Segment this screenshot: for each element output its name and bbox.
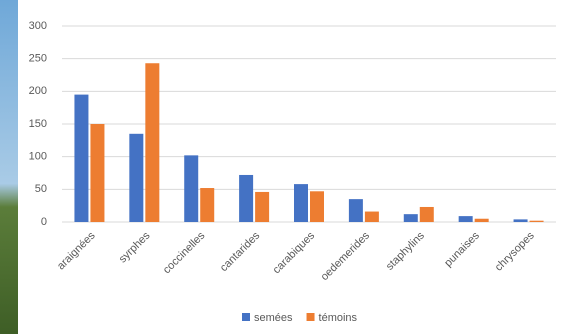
- bar: [348, 199, 363, 222]
- bar: [364, 211, 379, 222]
- y-tick-label: 0: [41, 216, 47, 228]
- chart-panel: [18, 0, 567, 334]
- bar: [474, 218, 489, 222]
- y-tick-label: 100: [29, 151, 47, 163]
- bar: [145, 63, 160, 222]
- y-tick-label: 50: [35, 183, 47, 195]
- y-tick-label: 200: [29, 85, 47, 97]
- legend-label: témoins: [319, 312, 358, 324]
- bar: [403, 214, 418, 222]
- bar: [294, 184, 308, 222]
- bar: [184, 155, 199, 222]
- legend-label: semées: [254, 312, 293, 324]
- y-tick-label: 150: [29, 118, 47, 130]
- bar: [513, 219, 528, 222]
- bar: [200, 188, 215, 222]
- bar: [129, 133, 144, 222]
- legend-swatch: [242, 313, 250, 321]
- bar: [74, 94, 89, 222]
- bar: [90, 124, 105, 222]
- legend-swatch: [306, 313, 315, 321]
- bar: [310, 191, 324, 222]
- y-tick-label: 250: [29, 53, 47, 65]
- bar: [419, 206, 434, 222]
- bar: [255, 191, 270, 222]
- bar: [458, 216, 473, 222]
- y-tick-label: 300: [29, 20, 47, 32]
- bar: [239, 174, 254, 222]
- bar: [529, 220, 544, 222]
